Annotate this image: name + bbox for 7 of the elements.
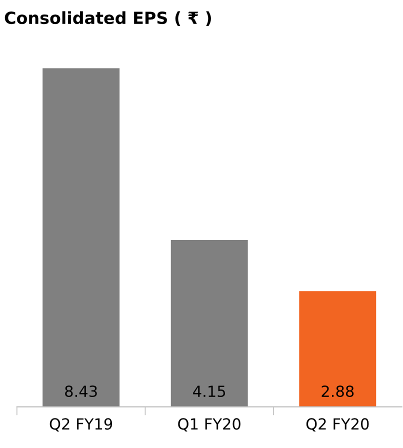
- x-tick-label: Q2 FY19: [50, 418, 112, 432]
- chart-title: Consolidated EPS ( ₹ ): [4, 11, 211, 26]
- x-tick-label: Q2 FY20: [306, 418, 369, 432]
- data-label: 2.88: [322, 385, 354, 398]
- x-tick-label: Q1 FY20: [178, 418, 240, 432]
- data-label: 8.43: [65, 385, 97, 398]
- data-label: 4.15: [193, 386, 226, 398]
